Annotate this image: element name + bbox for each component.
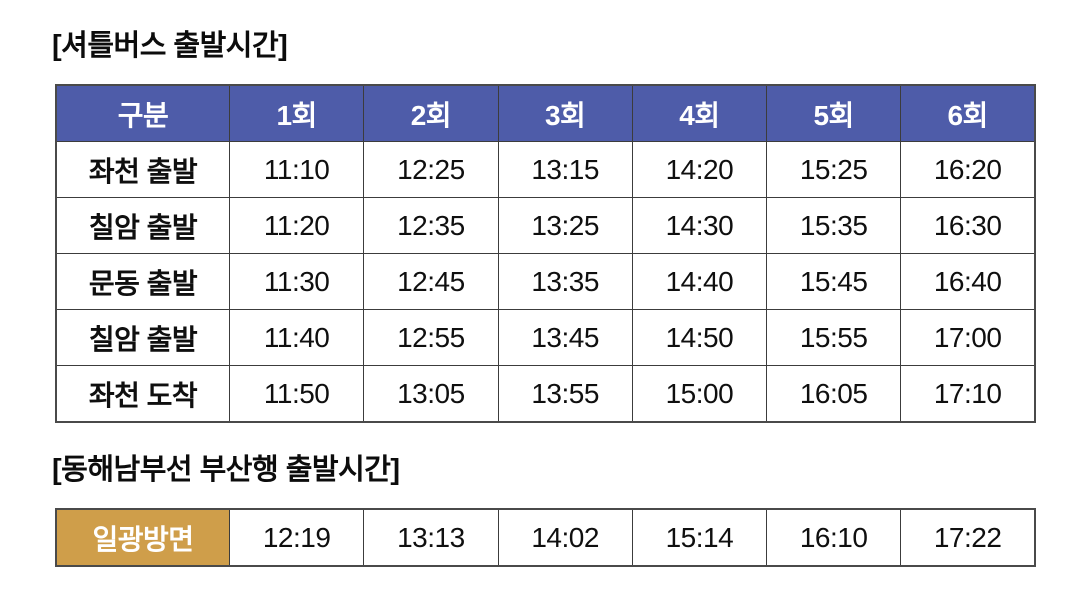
train-timetable: 일광방면 12:19 13:13 14:02 15:14 16:10 17:22 — [55, 508, 1036, 567]
shuttle-time-cell: 11:30 — [228, 253, 365, 310]
shuttle-table-row: 칠암 출발 11:20 12:35 13:25 14:30 15:35 16:30 — [55, 197, 1036, 254]
train-time-cell: 12:19 — [228, 508, 365, 567]
train-direction-label-cell: 일광방면 — [55, 508, 230, 567]
shuttle-row-label-cell: 칠암 출발 — [55, 309, 230, 366]
shuttle-time-cell: 13:25 — [497, 197, 633, 254]
shuttle-time-cell: 14:20 — [631, 141, 768, 198]
shuttle-table-row: 좌천 출발 11:10 12:25 13:15 14:20 15:25 16:20 — [55, 141, 1036, 198]
shuttle-timetable: 구분 1회 2회 3회 4회 5회 6회 좌천 출발 11:10 12:25 13:15 14:20… — [55, 84, 1036, 423]
shuttle-time-cell: 15:00 — [631, 365, 768, 423]
shuttle-row-label-cell: 좌천 출발 — [55, 141, 230, 198]
shuttle-header-round-cell: 5회 — [765, 84, 902, 142]
train-time-cell: 15:14 — [631, 508, 768, 567]
train-section-title: [동해남부선 부산행 출발시간] — [52, 454, 400, 486]
shuttle-time-cell: 13:45 — [497, 309, 633, 366]
shuttle-table-row: 문동 출발 11:30 12:45 13:35 14:40 15:45 16:40 — [55, 253, 1036, 310]
shuttle-time-cell: 13:05 — [363, 365, 499, 423]
shuttle-time-cell: 12:55 — [363, 309, 499, 366]
shuttle-time-cell: 14:50 — [631, 309, 768, 366]
train-time-cell: 16:10 — [765, 508, 902, 567]
shuttle-time-cell: 16:05 — [765, 365, 902, 423]
shuttle-time-cell: 14:30 — [631, 197, 768, 254]
train-time-cell: 14:02 — [497, 508, 633, 567]
shuttle-table-head: 구분 1회 2회 3회 4회 5회 6회 — [55, 84, 1036, 142]
shuttle-time-cell: 13:55 — [497, 365, 633, 423]
shuttle-time-cell: 11:20 — [228, 197, 365, 254]
shuttle-time-cell: 13:35 — [497, 253, 633, 310]
shuttle-time-cell: 15:25 — [765, 141, 902, 198]
shuttle-table-row: 칠암 출발 11:40 12:55 13:45 14:50 15:55 17:00 — [55, 309, 1036, 366]
train-time-cell: 13:13 — [363, 508, 499, 567]
shuttle-table-body: 좌천 출발 11:10 12:25 13:15 14:20 15:25 16:20 칠암 출발… — [55, 141, 1036, 423]
shuttle-row-label-cell: 칠암 출발 — [55, 197, 230, 254]
shuttle-time-cell: 15:55 — [765, 309, 902, 366]
shuttle-header-round-cell: 6회 — [900, 84, 1036, 142]
train-table-row: 일광방면 12:19 13:13 14:02 15:14 16:10 17:22 — [55, 508, 1036, 567]
shuttle-time-cell: 16:20 — [900, 141, 1036, 198]
shuttle-time-cell: 15:35 — [765, 197, 902, 254]
shuttle-time-cell: 17:10 — [900, 365, 1036, 423]
shuttle-header-round-cell: 3회 — [497, 84, 633, 142]
shuttle-header-round-cell: 4회 — [631, 84, 768, 142]
shuttle-header-round-cell: 2회 — [363, 84, 499, 142]
shuttle-time-cell: 16:30 — [900, 197, 1036, 254]
shuttle-time-cell: 11:10 — [228, 141, 365, 198]
shuttle-header-category-cell: 구분 — [55, 84, 230, 142]
shuttle-time-cell: 11:40 — [228, 309, 365, 366]
shuttle-table-row: 좌천 도착 11:50 13:05 13:55 15:00 16:05 17:10 — [55, 365, 1036, 423]
shuttle-time-cell: 17:00 — [900, 309, 1036, 366]
train-table-body: 일광방면 12:19 13:13 14:02 15:14 16:10 17:22 — [55, 508, 1036, 567]
shuttle-time-cell: 12:25 — [363, 141, 499, 198]
shuttle-time-cell: 16:40 — [900, 253, 1036, 310]
shuttle-time-cell: 12:45 — [363, 253, 499, 310]
shuttle-row-label-cell: 문동 출발 — [55, 253, 230, 310]
shuttle-time-cell: 13:15 — [497, 141, 633, 198]
shuttle-time-cell: 11:50 — [228, 365, 365, 423]
shuttle-header-round-cell: 1회 — [228, 84, 365, 142]
shuttle-section-title: [셔틀버스 출발시간] — [52, 30, 288, 62]
shuttle-row-label-cell: 좌천 도착 — [55, 365, 230, 423]
train-time-cell: 17:22 — [900, 508, 1036, 567]
shuttle-time-cell: 14:40 — [631, 253, 768, 310]
shuttle-header-row: 구분 1회 2회 3회 4회 5회 6회 — [55, 84, 1036, 142]
shuttle-time-cell: 15:45 — [765, 253, 902, 310]
shuttle-time-cell: 12:35 — [363, 197, 499, 254]
